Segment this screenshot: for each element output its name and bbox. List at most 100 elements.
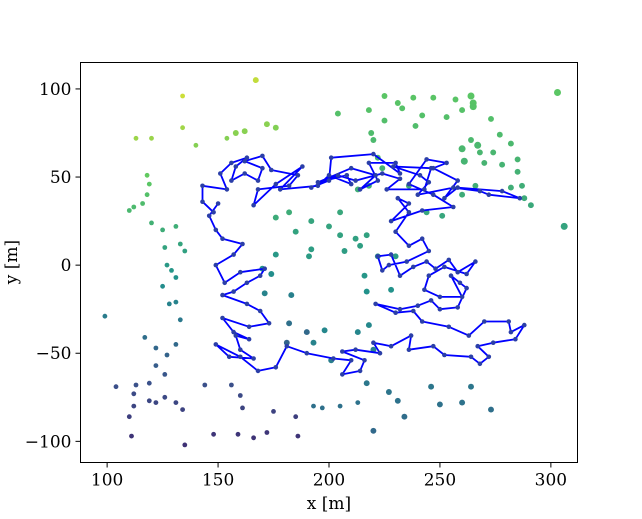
scatter-point: [162, 372, 168, 377]
trajectory-node: [233, 164, 239, 169]
trajectory-node: [284, 343, 290, 349]
scatter-point: [355, 400, 361, 405]
trajectory-node: [335, 173, 341, 178]
scatter-point: [286, 209, 293, 216]
scatter-point: [129, 433, 134, 439]
trajectory-node: [486, 192, 492, 197]
trajectory-node: [490, 340, 496, 346]
scatter-point: [169, 268, 174, 273]
scatter-point: [368, 130, 375, 136]
scatter-point: [268, 271, 275, 277]
scatter-point: [126, 414, 132, 420]
trajectory-node: [388, 343, 394, 349]
trajectory-node: [411, 308, 416, 314]
trajectory-node: [229, 160, 234, 166]
trajectory-node: [397, 171, 403, 176]
trajectory-node: [246, 336, 252, 342]
scatter-point: [237, 393, 243, 398]
trajectory-node: [486, 354, 492, 360]
trajectory-node: [246, 324, 252, 330]
trajectory-node: [444, 160, 449, 166]
trajectory-node: [426, 273, 432, 279]
trajectory-node: [362, 358, 367, 363]
trajectory-node: [200, 199, 205, 204]
scatter-point: [381, 93, 388, 99]
scatter-point: [149, 220, 154, 226]
trajectory-node: [473, 259, 478, 264]
scatter-point: [381, 117, 388, 124]
trajectory-node: [240, 241, 245, 247]
trajectory-node: [242, 171, 247, 176]
scatter-point: [560, 222, 568, 230]
scatter-point: [365, 322, 372, 329]
trajectory-node: [506, 319, 512, 324]
trajectory-node: [406, 201, 412, 206]
scatter-point: [229, 382, 234, 388]
trajectory-node: [419, 319, 425, 324]
scatter-point: [140, 201, 146, 206]
scatter-point: [363, 232, 370, 239]
scatter-point: [177, 241, 183, 247]
scatter-layer: [102, 77, 568, 448]
scatter-point: [370, 137, 377, 143]
scatter-point: [293, 414, 299, 420]
y-tick-label: 100: [39, 80, 71, 100]
trajectory-node: [277, 187, 283, 192]
scatter-point: [160, 227, 166, 233]
scatter-point: [467, 92, 475, 100]
trajectory-node: [315, 183, 321, 189]
scatter-point: [240, 405, 245, 411]
scatter-point: [173, 342, 179, 347]
scatter-point: [295, 433, 301, 439]
trajectory-node: [411, 264, 416, 270]
trajectory-node: [373, 301, 378, 307]
scatter-point: [131, 403, 137, 409]
trajectory-node: [229, 178, 234, 183]
trajectory-node: [464, 285, 469, 291]
trajectory-node: [213, 227, 219, 233]
scatter-point: [272, 251, 279, 258]
scatter-point: [131, 391, 137, 397]
scatter-point: [102, 313, 108, 319]
scatter-point: [419, 112, 426, 119]
trajectory-node: [260, 153, 265, 159]
y-tick-label: 50: [50, 168, 72, 188]
y-tick-label: −100: [25, 432, 72, 452]
trajectory-node: [380, 171, 385, 176]
trajectory-node: [231, 289, 236, 294]
trajectory-node: [459, 294, 465, 300]
trajectory-node: [455, 269, 461, 275]
trajectory-node: [377, 350, 383, 356]
scatter-point: [385, 389, 392, 395]
trajectory-node: [273, 365, 279, 370]
trajectory-node: [442, 264, 447, 270]
trajectory-node: [424, 157, 429, 162]
scatter-point: [142, 335, 148, 340]
trajectory-node: [457, 280, 463, 286]
trajectory-node: [328, 155, 334, 160]
y-tick-label: 0: [61, 256, 72, 276]
scatter-point: [394, 397, 401, 404]
scatter-point: [352, 235, 359, 242]
scatter-point: [443, 114, 450, 121]
trajectory-node: [242, 158, 247, 164]
scatter-point: [193, 142, 199, 148]
scatter-point: [153, 400, 159, 405]
trajectory-node: [257, 273, 263, 279]
trajectory-node: [220, 236, 225, 241]
trajectory-node: [238, 354, 243, 360]
scatter-point: [252, 77, 259, 84]
trajectory-node: [213, 262, 219, 268]
trajectory-node: [357, 187, 363, 192]
trajectory-node: [395, 195, 401, 201]
trajectory-node: [309, 185, 314, 190]
scatter-point: [428, 383, 435, 390]
trajectory-node: [406, 243, 412, 249]
trajectory-node: [415, 303, 421, 309]
scatter-point: [521, 195, 528, 202]
trajectory-node: [331, 356, 336, 361]
scatter-point: [363, 288, 370, 295]
trajectory-node: [388, 218, 394, 224]
scatter-point: [379, 165, 386, 172]
trajectory-node: [397, 273, 403, 279]
